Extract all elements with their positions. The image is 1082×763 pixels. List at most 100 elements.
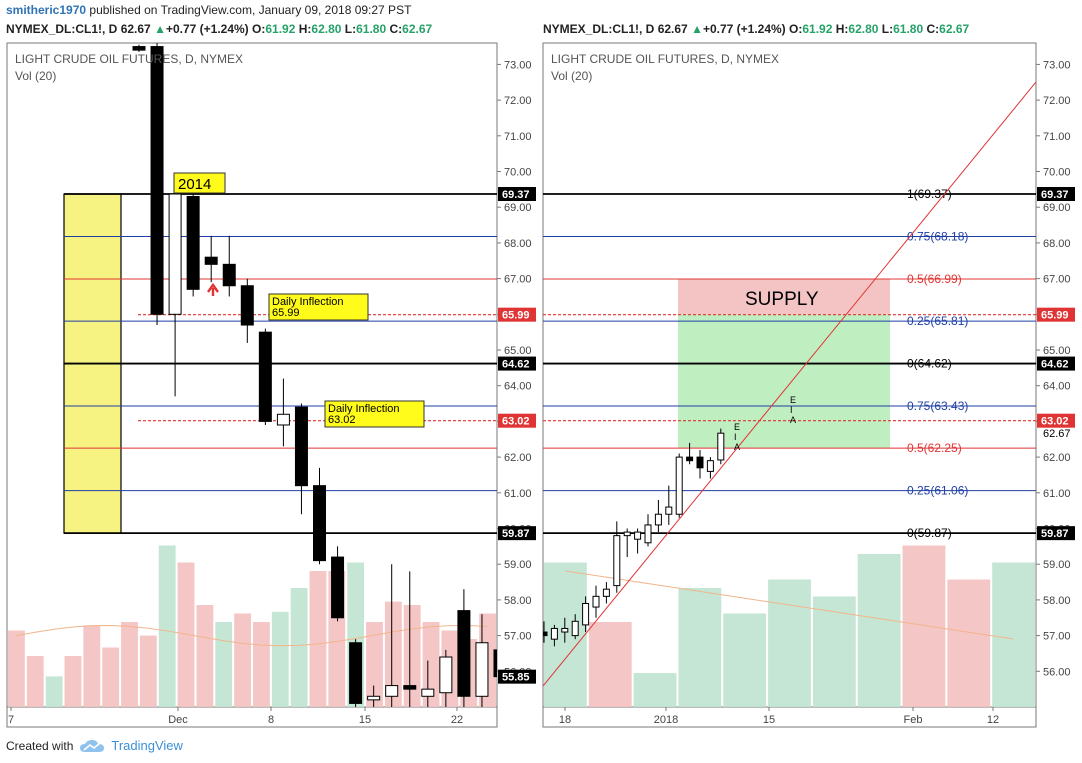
- candle-down: [331, 556, 345, 619]
- y-tick-label: 68.00: [1043, 238, 1071, 250]
- right-chart[interactable]: SUPPLY 1(69.37) 0.75(68.18) 0.5(66.99) 0.25(…: [0, 0, 1082, 730]
- fib-label: 0.75(63.43): [907, 399, 968, 413]
- y-tick-label: 67.00: [504, 274, 532, 286]
- y-tick-label: 64.00: [504, 381, 532, 393]
- volume-ma-line: [16, 624, 488, 647]
- y-tick-label: 73.00: [504, 59, 532, 71]
- close-label: C:: [926, 22, 940, 36]
- tradingview-cloud-icon: [80, 739, 105, 752]
- volume-bar: [723, 613, 767, 707]
- candle-up: [561, 627, 569, 633]
- volume-bar: [588, 622, 632, 707]
- candle-down: [240, 285, 254, 326]
- y-tick-label: 56.00: [1043, 666, 1071, 678]
- tradingview-link[interactable]: TradingView: [111, 738, 183, 753]
- last-price: 62.67: [120, 22, 151, 36]
- y-tick-label: 70.00: [504, 167, 532, 179]
- price-tag: 59.87: [1041, 528, 1069, 540]
- candle-down: [696, 456, 704, 469]
- inflection-value-1: 65.99: [272, 307, 300, 319]
- candle-up: [421, 688, 435, 697]
- symbol: NYMEX_DL:CL1!, D: [6, 22, 118, 36]
- volume-bar: [271, 611, 289, 707]
- chart-title: LIGHT CRUDE OIL FUTURES, D, NYMEX: [15, 52, 243, 66]
- author-link[interactable]: smitheric1970: [6, 3, 87, 17]
- volume-bar: [384, 601, 402, 707]
- y-tick-label: 62.00: [504, 452, 532, 464]
- price-tag-bg: [1037, 187, 1075, 202]
- candle-down: [204, 256, 218, 265]
- supply-label: SUPPLY: [745, 289, 819, 310]
- candle-up: [168, 193, 182, 315]
- volume-bar: [768, 579, 811, 707]
- change: +0.77 (+1.24%): [165, 22, 249, 36]
- x-tick-label: Dec: [168, 714, 188, 726]
- x-tick-label: 2018: [654, 714, 678, 726]
- demand-zone: [678, 314, 890, 449]
- volume-bar: [139, 635, 157, 707]
- last-price: 62.67: [657, 22, 688, 36]
- low-label: L:: [881, 22, 894, 36]
- y-tick-label: 73.00: [1043, 59, 1071, 71]
- footer: Created with TradingView: [6, 738, 183, 753]
- candle-down: [349, 642, 363, 704]
- high-value: 62.80: [311, 22, 342, 36]
- candle-up: [634, 531, 642, 540]
- eia-label: E: [734, 422, 740, 432]
- inflection-label-1: Daily Inflection: [272, 296, 344, 308]
- volume-bar: [64, 656, 82, 707]
- volume-bar: [196, 605, 214, 707]
- candle-up: [571, 620, 579, 637]
- candle-up: [582, 602, 590, 626]
- volume-label: Vol (20): [15, 69, 56, 83]
- last-price-tag: 55.85: [502, 672, 530, 684]
- fib-label: 0.5(66.99): [907, 272, 962, 286]
- symbol-line-right: NYMEX_DL:CL1!, D 62.67 ▲+0.77 (+1.24%) O…: [543, 22, 969, 36]
- fib-label: 0.25(65.81): [907, 314, 968, 328]
- price-tag-bg: [498, 526, 536, 541]
- y-tick-label: 72.00: [504, 95, 532, 107]
- y-tick-label: 69.00: [1043, 202, 1071, 214]
- inflection-box-1: [268, 293, 369, 321]
- candle-down: [403, 685, 417, 690]
- x-tick-label: 15: [359, 714, 371, 726]
- fib-label: 0(59.87): [907, 526, 952, 540]
- price-tag-bg: [1037, 526, 1075, 541]
- y-tick-label: 61.00: [504, 488, 532, 500]
- y-tick-label: 58.00: [504, 595, 532, 607]
- candle-up: [706, 460, 714, 472]
- x-tick-label: 8: [268, 714, 274, 726]
- symbol-line-left: NYMEX_DL:CL1!, D 62.67 ▲+0.77 (+1.24%) O…: [6, 22, 432, 36]
- open-value: 61.92: [802, 22, 833, 36]
- x-tick-label: Feb: [904, 714, 923, 726]
- candle-down: [543, 631, 548, 637]
- price-tag: 65.99: [1041, 310, 1069, 322]
- volume-bar: [544, 562, 587, 707]
- y-tick-label: 59.00: [1043, 559, 1071, 571]
- volume-bar: [121, 622, 138, 707]
- eia-label: I: [734, 432, 737, 442]
- y-tick-label: 57.00: [504, 631, 532, 643]
- x-tick-label: 22: [451, 714, 463, 726]
- y-tick-label: 65.00: [504, 345, 532, 357]
- open-label: O:: [789, 22, 803, 36]
- y-tick-label: 57.00: [1043, 631, 1071, 643]
- high-label: H:: [835, 22, 849, 36]
- price-tag-bg: [498, 187, 536, 202]
- volume-bar: [992, 562, 1035, 707]
- candle-down: [313, 485, 326, 562]
- price-tag-bg: [1037, 413, 1075, 428]
- volume-bar: [177, 562, 195, 707]
- supply-zone: [678, 278, 890, 315]
- price-tag: 69.37: [1041, 189, 1069, 201]
- y-tick-label: 71.00: [1043, 131, 1071, 143]
- volume-bar: [253, 622, 270, 707]
- high-value: 62.80: [848, 22, 879, 36]
- volume-bar: [812, 596, 856, 707]
- candle-up: [665, 506, 673, 515]
- price-tag-bg: [1037, 356, 1075, 371]
- volume-bar: [947, 579, 991, 707]
- up-arrow-marker-icon: [207, 282, 219, 296]
- volume-bar: [857, 554, 901, 707]
